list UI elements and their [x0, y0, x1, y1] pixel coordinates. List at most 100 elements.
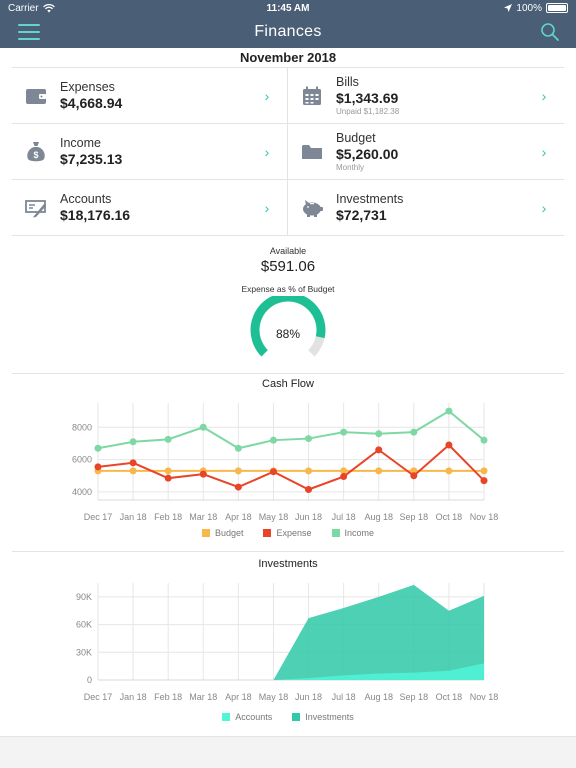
divider [12, 373, 564, 374]
investments-legend: Accounts Investments [0, 712, 576, 722]
point-income [164, 435, 172, 443]
investments-title: Investments [258, 558, 318, 570]
tile-amount: $5,260.00 [336, 145, 399, 162]
point-income [94, 444, 102, 452]
tile-subtext: Unpaid $1,182.38 [336, 106, 400, 116]
svg-text:$: $ [33, 150, 38, 160]
x-tick-label: Sep 18 [400, 692, 429, 702]
x-tick-label: Dec 17 [84, 692, 113, 702]
chevron-right-icon: › [264, 199, 270, 216]
point-budget [410, 467, 418, 475]
tile-amount: $72,731 [336, 206, 387, 223]
point-expense [480, 477, 488, 485]
month-header: November 2018 [239, 50, 337, 65]
y-tick-label: 4000 [72, 487, 92, 497]
available-value: $591.06 [260, 258, 316, 275]
x-tick-label: May 18 [259, 692, 289, 702]
x-tick-label: Oct 18 [436, 692, 463, 702]
tile-subtext: Monthly [336, 162, 365, 172]
point-budget [129, 467, 137, 475]
x-tick-label: Aug 18 [364, 692, 393, 702]
tile-budget[interactable]: Budget $5,260.00 Monthly › [288, 124, 564, 180]
x-tick-label: Feb 18 [154, 512, 182, 522]
legend-swatch [263, 529, 272, 537]
tile-accounts[interactable]: Accounts $18,176.16 › [12, 180, 288, 236]
point-income [410, 428, 418, 436]
point-income [269, 436, 277, 444]
point-expense [445, 441, 453, 449]
point-expense [234, 483, 242, 491]
chevron-right-icon: › [264, 143, 270, 160]
x-tick-label: May 18 [259, 512, 289, 522]
x-tick-label: Nov 18 [470, 692, 499, 702]
x-tick-label: Dec 17 [84, 512, 113, 522]
point-expense [410, 472, 418, 480]
x-tick-label: Oct 18 [436, 512, 463, 522]
tile-income[interactable]: $ Income $7,235.13 › [12, 124, 288, 180]
check-icon [25, 199, 46, 217]
tile-amount: $7,235.13 [60, 150, 123, 167]
point-expense [305, 485, 313, 493]
point-expense [94, 463, 102, 471]
area-investments [98, 584, 484, 680]
available-label: Available [269, 246, 307, 256]
battery-label: 100% [516, 2, 542, 14]
cashflow-legend: Budget Expense Income [0, 528, 576, 538]
search-icon[interactable] [540, 22, 560, 42]
legend-item: Income [331, 528, 375, 538]
x-tick-label: Feb 18 [154, 692, 182, 702]
money-bag-icon: $ [27, 141, 45, 161]
available-summary: Available $591.06 Expense as % of Budget [0, 246, 576, 294]
x-tick-label: Jan 18 [120, 692, 147, 702]
point-budget [480, 467, 488, 475]
point-income [375, 430, 383, 438]
chevron-right-icon: › [541, 143, 547, 160]
x-tick-label: Jun 18 [295, 692, 322, 702]
tile-expenses[interactable]: Expenses $4,668.94 › [12, 68, 288, 124]
point-income [305, 435, 313, 443]
x-tick-label: Nov 18 [470, 512, 499, 522]
legend-label: Investments [305, 712, 354, 722]
page-title: Finances [254, 23, 322, 40]
tile-amount: $18,176.16 [60, 206, 131, 223]
tile-label: Budget [336, 131, 376, 146]
expense-percent-label: Expense as % of Budget [241, 284, 335, 294]
point-income [445, 407, 453, 415]
wallet-icon [26, 88, 46, 104]
investments-chart: 0 30K 60K 90K Dec 17 Jan 18 Feb 18 Mar 18 Apr 18… [76, 583, 499, 702]
tile-label: Expenses [60, 80, 115, 95]
point-income [199, 423, 207, 431]
legend-label: Income [344, 528, 375, 538]
point-expense [269, 468, 277, 476]
battery-icon [546, 3, 568, 13]
piggy-bank-icon [303, 199, 323, 217]
x-tick-label: Jan 18 [120, 512, 147, 522]
legend-swatch [292, 713, 301, 721]
location-arrow-icon [504, 4, 513, 12]
point-expense [375, 446, 383, 454]
legend-swatch [222, 713, 231, 721]
legend-swatch [331, 529, 340, 537]
point-income [480, 436, 488, 444]
legend-item: Expense [263, 528, 312, 538]
menu-button[interactable] [18, 24, 40, 40]
y-tick-label: 0 [87, 675, 92, 685]
line-expense [97, 443, 485, 491]
status-time: 11:45 AM [266, 2, 310, 14]
x-tick-label: Jul 18 [332, 512, 356, 522]
tile-label: Bills [336, 75, 359, 90]
tile-label: Accounts [60, 192, 112, 207]
tile-amount: $4,668.94 [60, 94, 123, 111]
chevron-right-icon: › [264, 87, 270, 104]
tile-bills[interactable]: Bills $1,343.69 Unpaid $1,182.38 › [288, 68, 564, 124]
point-expense [164, 474, 172, 482]
x-tick-label: Jul 18 [332, 692, 356, 702]
tile-investments[interactable]: Investments $72,731 › [288, 180, 564, 236]
legend-item: Accounts [222, 712, 272, 722]
x-tick-label: Aug 18 [364, 512, 393, 522]
legend-label: Expense [276, 528, 312, 538]
folder-icon [302, 144, 322, 159]
x-tick-label: Apr 18 [225, 512, 252, 522]
legend-swatch [201, 529, 210, 537]
calendar-icon [303, 86, 321, 105]
